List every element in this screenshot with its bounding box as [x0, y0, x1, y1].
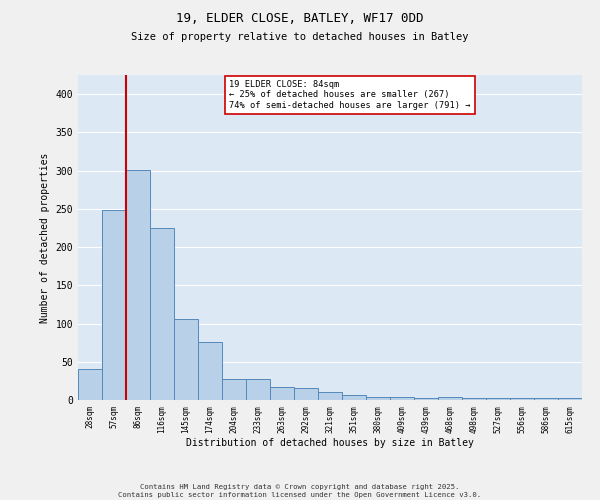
Bar	[486, 398, 510, 400]
Text: Contains HM Land Registry data © Crown copyright and database right 2025.
Contai: Contains HM Land Registry data © Crown c…	[118, 484, 482, 498]
Bar	[438, 397, 462, 400]
Bar	[558, 398, 582, 400]
Bar	[366, 397, 390, 400]
Text: 19, ELDER CLOSE, BATLEY, WF17 0DD: 19, ELDER CLOSE, BATLEY, WF17 0DD	[176, 12, 424, 26]
Text: 19 ELDER CLOSE: 84sqm
← 25% of detached houses are smaller (267)
74% of semi-det: 19 ELDER CLOSE: 84sqm ← 25% of detached …	[229, 80, 471, 110]
Bar	[390, 397, 414, 400]
X-axis label: Distribution of detached houses by size in Batley: Distribution of detached houses by size …	[186, 438, 474, 448]
Bar	[246, 380, 270, 400]
Bar	[510, 398, 534, 400]
Bar	[126, 170, 150, 400]
Bar	[150, 228, 174, 400]
Bar	[174, 319, 198, 400]
Bar	[198, 342, 222, 400]
Bar	[294, 388, 318, 400]
Bar	[462, 398, 486, 400]
Bar	[342, 394, 366, 400]
Bar	[534, 398, 558, 400]
Bar	[270, 387, 294, 400]
Text: Size of property relative to detached houses in Batley: Size of property relative to detached ho…	[131, 32, 469, 42]
Bar	[318, 392, 342, 400]
Bar	[78, 370, 102, 400]
Y-axis label: Number of detached properties: Number of detached properties	[40, 152, 50, 322]
Bar	[102, 210, 126, 400]
Bar	[414, 398, 438, 400]
Bar	[222, 378, 246, 400]
